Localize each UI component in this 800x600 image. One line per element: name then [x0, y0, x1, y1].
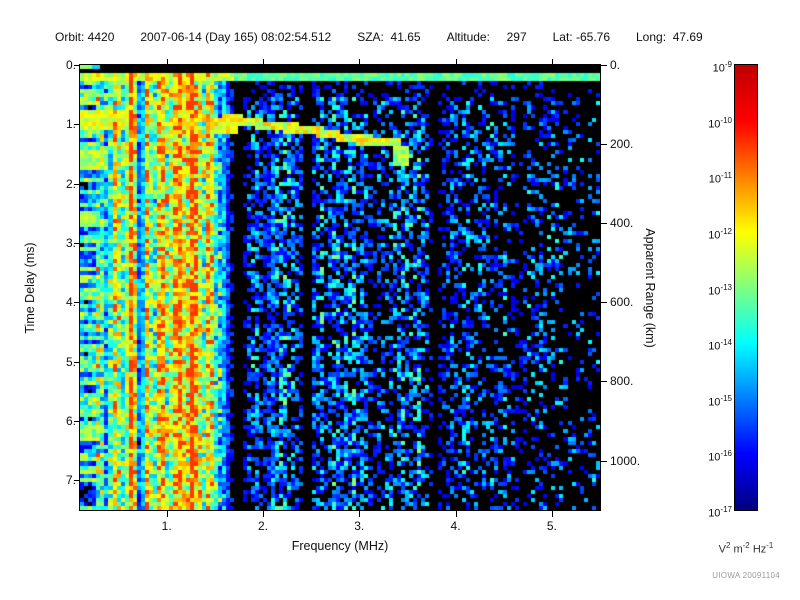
colorbar-tick-label: 10-11: [708, 171, 732, 186]
y-tick-label: 0.: [65, 58, 76, 72]
y2-tick-label: 600.: [610, 295, 634, 310]
x-axis-title: Frequency (MHz): [291, 539, 389, 553]
x-tick: [455, 511, 457, 517]
y-axis-title: Time Delay (ms): [23, 242, 37, 334]
y-tick: [74, 243, 80, 244]
y2-tick-label: 1000.: [610, 453, 641, 468]
colorbar-tick-label: 10-15: [708, 393, 732, 409]
colorbar-tick-label: 10-14: [708, 338, 732, 353]
x-tick-top: [166, 59, 168, 65]
colorbar-unit-label: V2 m-2 Hz-1: [718, 541, 774, 556]
y2-axis-title: Apparent Range (km): [643, 228, 657, 348]
header-field-0: Orbit: 4420: [55, 30, 115, 44]
y2-tick: [601, 381, 607, 383]
y2-tick-label: 400.: [610, 216, 634, 231]
y2-tick: [601, 223, 607, 225]
x-tick: [359, 511, 361, 517]
colorbar-tick-label: 10-10: [708, 115, 732, 131]
colorbar-tick-label: 10-12: [708, 226, 732, 242]
y-tick-label: 7.: [65, 473, 76, 488]
x-tick-label: 4.: [450, 519, 461, 533]
x-tick-top: [551, 59, 553, 65]
spectrogram-canvas: [80, 65, 600, 510]
y2-tick-label: 0.: [610, 58, 621, 72]
y-tick-label: 3.: [65, 236, 76, 250]
y2-tick: [601, 65, 607, 66]
x-tick-label: 5.: [546, 519, 557, 533]
x-tick: [262, 511, 264, 517]
y-tick-label: 4.: [65, 295, 76, 310]
y-tick: [74, 361, 80, 363]
x-tick-label: 2.: [257, 519, 268, 533]
y-tick-label: 2.: [65, 176, 76, 191]
colorbar-tick-label: 10-9: [712, 60, 732, 75]
y-tick-label: 5.: [65, 354, 76, 369]
y-tick: [74, 124, 80, 126]
header-field-3: Altitude: 297: [446, 30, 527, 44]
y-tick: [74, 183, 80, 185]
y2-tick-label: 800.: [610, 374, 634, 389]
x-tick-top: [262, 59, 264, 65]
y2-tick: [601, 144, 607, 146]
header-field-4: Lat: -65.76: [552, 30, 610, 44]
y-tick: [74, 65, 80, 66]
x-tick: [166, 511, 168, 517]
x-tick-label: 3.: [354, 519, 365, 533]
y-tick: [74, 480, 80, 482]
y2-tick-label: 200.: [610, 137, 634, 152]
colorbar-frame: [734, 64, 758, 511]
x-tick-label: 1.: [161, 519, 172, 533]
x-tick: [551, 511, 553, 517]
x-tick-top: [455, 59, 457, 65]
colorbar-tick-label: 10-17: [708, 505, 732, 520]
y2-tick: [601, 302, 607, 304]
credit-text: UIOWA 20091104: [712, 571, 780, 580]
colorbar-tick-label: 10-16: [708, 449, 732, 465]
colorbar-canvas: [735, 65, 757, 510]
y2-tick: [601, 460, 607, 462]
x-tick-top: [359, 59, 361, 65]
colorbar-tick-label: 10-13: [708, 282, 732, 298]
header-field-1: 2007-06-14 (Day 165) 08:02:54.512: [140, 30, 332, 44]
y-tick-label: 1.: [65, 117, 76, 132]
header-field-5: Long: 47.69: [636, 30, 703, 44]
y-tick: [74, 421, 80, 422]
header-field-2: SZA: 41.65: [357, 30, 421, 44]
y-tick: [74, 302, 80, 304]
header-info: Orbit: 4420 2007-06-14 (Day 165) 08:02:54…: [55, 30, 703, 44]
y-tick-label: 6.: [65, 414, 76, 428]
